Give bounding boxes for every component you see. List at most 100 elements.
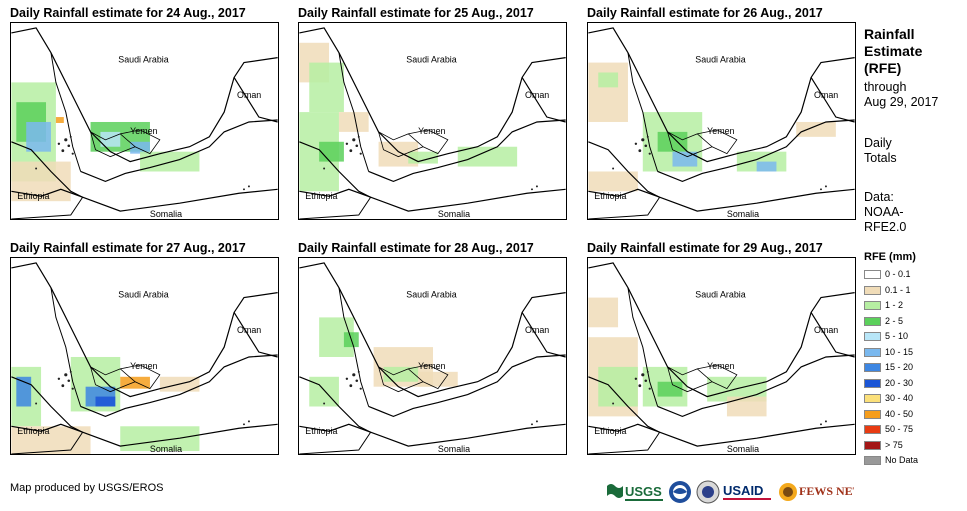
legend-swatch xyxy=(864,440,881,450)
legend-label: 0 - 0.1 xyxy=(885,269,911,279)
legend-title: RFE (mm) xyxy=(864,251,916,263)
rainfall-map: Saudi Arabia Oman Yemen Ethiopia Somalia xyxy=(298,257,567,455)
map-panel-27-aug: Daily Rainfall estimate for 27 Aug., 201… xyxy=(10,241,279,455)
legend-label: 5 - 10 xyxy=(885,331,909,341)
label-yemen: Yemen xyxy=(130,126,157,136)
label-yemen: Yemen xyxy=(707,126,734,136)
legend-label: 30 - 40 xyxy=(885,393,914,403)
rainfall-patch xyxy=(598,366,638,407)
label-ethiopia: Ethiopia xyxy=(594,426,626,436)
legend-swatch xyxy=(864,347,881,357)
rfe-title: Rainfall Estimate (RFE) xyxy=(864,26,923,76)
rainfall-patch xyxy=(95,396,116,407)
rainfall-patch xyxy=(383,366,419,382)
panel-title: Daily Rainfall estimate for 28 Aug., 201… xyxy=(298,241,534,255)
label-yemen: Yemen xyxy=(130,361,157,371)
legend-swatch xyxy=(864,378,881,388)
rainfall-patch xyxy=(338,112,369,132)
label-ethiopia: Ethiopia xyxy=(305,426,337,436)
label-ethiopia: Ethiopia xyxy=(594,191,626,201)
rainfall-patch xyxy=(130,141,150,154)
rainfall-patch xyxy=(26,121,51,152)
legend-swatch xyxy=(864,301,881,310)
map-svg: Saudi Arabia Oman Yemen Ethiopia Somalia xyxy=(299,262,566,454)
label-yemen: Yemen xyxy=(707,361,734,371)
label-oman: Oman xyxy=(237,90,261,100)
rainfall-patch xyxy=(726,396,767,417)
credit-text: Map produced by USGS/EROS xyxy=(10,482,164,494)
label-oman: Oman xyxy=(814,90,838,100)
label-saudi-arabia: Saudi Arabia xyxy=(406,290,456,300)
rainfall-patch xyxy=(657,381,683,397)
rainfall-patch xyxy=(319,141,344,162)
usaid-logo-text: USAID xyxy=(723,483,763,498)
rainfall-patch xyxy=(457,146,518,167)
label-yemen: Yemen xyxy=(418,361,445,371)
rainfall-patch xyxy=(598,72,619,88)
label-ethiopia: Ethiopia xyxy=(305,191,337,201)
label-saudi-arabia: Saudi Arabia xyxy=(118,290,168,300)
legend-label: > 75 xyxy=(885,439,903,450)
legend-swatch xyxy=(864,332,881,341)
rainfall-patch xyxy=(16,376,32,407)
panel-title: Daily Rainfall estimate for 24 Aug., 201… xyxy=(10,6,246,20)
map-svg: Saudi Arabia Oman Yemen Ethiopia Somalia xyxy=(11,27,278,219)
rainfall-map: Saudi Arabia Oman Yemen Ethiopia Somalia xyxy=(10,257,279,455)
noaa-logo xyxy=(669,481,691,503)
legend-label: 40 - 50 xyxy=(885,408,914,419)
legend-swatch xyxy=(864,363,881,372)
legend-label: 2 - 5 xyxy=(885,315,904,326)
dos-seal-logo xyxy=(696,480,720,504)
legend-label: 1 - 2 xyxy=(885,300,904,310)
usaid-logo: USAID xyxy=(723,483,771,500)
label-somalia: Somalia xyxy=(727,444,759,454)
legend-swatch xyxy=(864,316,881,326)
label-ethiopia: Ethiopia xyxy=(17,426,49,436)
rainfall-patch xyxy=(55,117,64,123)
map-svg: Saudi Arabia Oman Yemen Ethiopia Somalia xyxy=(11,262,278,454)
through-date: through Aug 29, 2017 xyxy=(864,80,939,109)
label-oman: Oman xyxy=(237,325,261,335)
panel-title: Daily Rainfall estimate for 25 Aug., 201… xyxy=(298,6,534,20)
legend-swatch xyxy=(864,285,881,295)
panel-title: Daily Rainfall estimate for 26 Aug., 201… xyxy=(587,6,823,20)
legend-label: 50 - 75 xyxy=(885,424,914,434)
legend-swatch xyxy=(864,425,881,434)
panel-title: Daily Rainfall estimate for 27 Aug., 201… xyxy=(10,241,246,255)
label-saudi-arabia: Saudi Arabia xyxy=(406,55,456,65)
map-panel-29-aug: Daily Rainfall estimate for 29 Aug., 201… xyxy=(587,241,856,455)
legend-label: 15 - 20 xyxy=(885,362,914,372)
label-oman: Oman xyxy=(814,325,838,335)
rainfall-map: Saudi Arabia Oman Yemen Ethiopia Somalia xyxy=(10,22,279,220)
rainfall-patch xyxy=(588,297,619,328)
usgs-logo-text: USGS xyxy=(625,484,662,499)
rainfall-patch xyxy=(588,171,638,192)
legend-swatch xyxy=(864,270,881,279)
legend-label: 0.1 - 1 xyxy=(885,284,911,295)
rainfall-patch xyxy=(309,62,344,113)
map-panel-26-aug: Daily Rainfall estimate for 26 Aug., 201… xyxy=(587,6,856,220)
label-oman: Oman xyxy=(525,325,549,335)
rainfall-patch xyxy=(588,62,628,122)
label-somalia: Somalia xyxy=(150,209,182,219)
legend-swatch xyxy=(864,456,881,465)
label-saudi-arabia: Saudi Arabia xyxy=(695,55,745,65)
rainfall-map: Saudi Arabia Oman Yemen Ethiopia Somalia xyxy=(587,257,856,455)
label-ethiopia: Ethiopia xyxy=(17,191,49,201)
rainfall-patch xyxy=(418,371,458,387)
rainfall-patch xyxy=(120,426,200,452)
map-panel-24-aug: Daily Rainfall estimate for 24 Aug., 201… xyxy=(10,6,279,220)
label-yemen: Yemen xyxy=(418,126,445,136)
rainfall-map: Saudi Arabia Oman Yemen Ethiopia Somalia xyxy=(298,22,567,220)
label-somalia: Somalia xyxy=(727,209,759,219)
panel-title: Daily Rainfall estimate for 29 Aug., 201… xyxy=(587,241,823,255)
label-somalia: Somalia xyxy=(438,209,470,219)
rainfall-patch xyxy=(657,131,688,152)
legend-label: No Data xyxy=(885,455,919,465)
fews-net-logo-text: FEWS NET xyxy=(799,484,854,498)
data-source: Data: NOAA- RFE2.0 xyxy=(864,190,907,234)
label-somalia: Somalia xyxy=(438,444,470,454)
rainfall-map: Saudi Arabia Oman Yemen Ethiopia Somalia xyxy=(587,22,856,220)
map-svg: Saudi Arabia Oman Yemen Ethiopia Somalia xyxy=(588,27,855,219)
map-panel-25-aug: Daily Rainfall estimate for 25 Aug., 201… xyxy=(298,6,567,220)
